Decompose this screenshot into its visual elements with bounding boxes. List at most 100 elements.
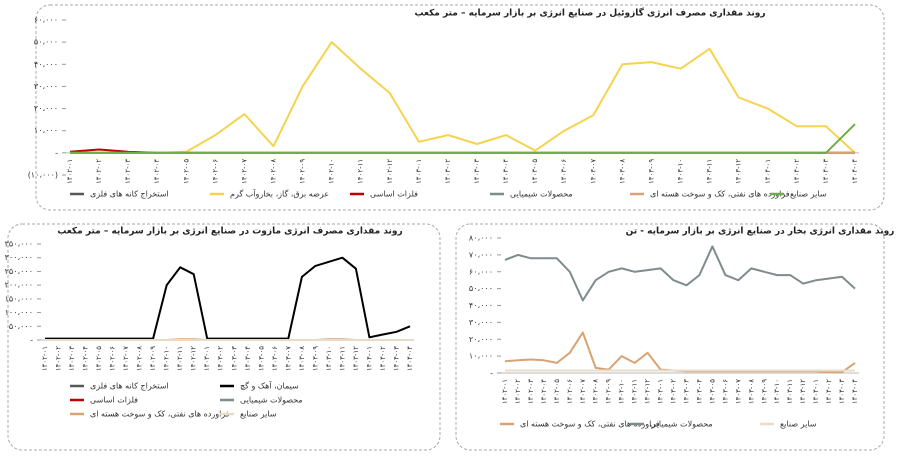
y-tick-label: ۶۰،۰۰۰ — [34, 16, 58, 25]
y-tick-label: ۳۰۰،۰۰۰ — [5, 253, 33, 262]
legend-label: فراورده های نفتی، کک و سوخت هسته ای — [520, 420, 660, 429]
y-tick-label: ۵۰،۰۰۰ — [469, 284, 493, 293]
x-tick-label: ۱۴۰۴-۰۱ — [365, 346, 373, 371]
panel — [455, 223, 885, 451]
panel — [7, 223, 441, 451]
x-tick-label: ۱۴۰۳-۰۱ — [657, 379, 665, 404]
x-tick-label: ۱۴۰۳-۰۲ — [670, 379, 678, 404]
y-tick-label: ۶۰،۰۰۰ — [469, 267, 493, 276]
x-tick-label: ۱۴۰۳-۰۶ — [271, 346, 279, 371]
x-tick-label: ۱۴۰۲-۰۴ — [540, 379, 548, 404]
x-tick-label: ۱۴۰۲-۱۱ — [176, 346, 184, 371]
x-tick-label: ۱۴۰۲-۰۶ — [211, 159, 219, 184]
x-tick-label: ۱۴۰۳-۰۷ — [589, 159, 597, 184]
x-tick-label: ۱۴۰۲-۰۶ — [109, 346, 117, 371]
y-tick-label: ۲۵۰،۰۰۰ — [5, 267, 33, 276]
y-tick-label: ۸۰،۰۰۰ — [469, 234, 493, 243]
x-tick-label: ۱۴۰۳-۱۰ — [325, 346, 333, 371]
legend-label: محصولات شیمیایی — [510, 190, 573, 199]
y-tick-label: ۱۰،۰۰۰ — [469, 352, 493, 361]
legend-label: سایر صنایع — [240, 410, 277, 419]
x-tick-label: ۱۴۰۲-۰۱ — [41, 346, 49, 371]
series-line — [504, 245, 856, 302]
y-tick-label: ۴۰،۰۰۰ — [34, 60, 58, 69]
x-tick-label: ۱۴۰۲-۰۹ — [299, 159, 307, 184]
x-tick-label: ۱۴۰۳-۰۸ — [618, 159, 626, 184]
x-tick-label: ۱۴۰۲-۰۸ — [136, 346, 144, 371]
x-tick-label: ۱۴۰۳-۰۲ — [444, 159, 452, 184]
y-tick-label: ۵۰،۰۰۰ — [34, 38, 58, 47]
x-tick-label: ۱۴۰۳-۱۰ — [773, 379, 781, 404]
x-tick-label: ۱۴۰۳-۰۳ — [230, 346, 238, 371]
x-tick-label: ۱۴۰۴-۰۲ — [793, 159, 801, 184]
legend-label: فلزات اساسی — [370, 190, 418, 199]
y-tick-label: (۱۰،۰۰۰) — [28, 171, 58, 180]
y-tick-label: ۲۰،۰۰۰ — [469, 335, 493, 344]
chart-title: روند مقداری مصرف انرژی گازوئیل در صنایع … — [414, 7, 765, 19]
x-tick-label: ۱۴۰۴-۰۱ — [812, 379, 820, 404]
x-tick-label: ۱۴۰۴-۰۳ — [392, 346, 400, 371]
x-tick-label: ۱۴۰۴-۰۳ — [838, 379, 846, 404]
x-tick-label: ۱۴۰۳-۰۷ — [734, 379, 742, 404]
y-tick-label: ۲۰،۰۰۰ — [34, 104, 58, 113]
x-tick-label: ۱۴۰۳-۱۲ — [799, 379, 807, 404]
x-tick-label: ۱۴۰۲-۱۲ — [190, 346, 198, 371]
x-tick-label: ۱۴۰۲-۰۳ — [527, 379, 535, 404]
x-tick-label: ۱۴۰۳-۰۲ — [217, 346, 225, 371]
legend-label: سایر صنایع — [790, 190, 827, 199]
x-tick-label: ۱۴۰۲-۰۱ — [66, 159, 74, 184]
x-tick-label: ۱۴۰۳-۰۵ — [531, 159, 539, 184]
x-tick-label: ۱۴۰۳-۰۹ — [760, 379, 768, 404]
x-tick-label: ۱۴۰۲-۰۵ — [553, 379, 561, 404]
legend-label: سیمان، آهک و گچ — [240, 381, 299, 391]
y-tick-label: ۳۰،۰۰۰ — [469, 318, 493, 327]
x-tick-label: ۱۴۰۲-۰۲ — [55, 346, 63, 371]
x-tick-label: ۱۴۰۳-۰۵ — [708, 379, 716, 404]
x-tick-label: ۱۴۰۳-۰۴ — [244, 346, 252, 371]
y-tick-label: ۲۰۰،۰۰۰ — [5, 281, 33, 290]
x-tick-label: ۱۴۰۲-۱۰ — [163, 346, 171, 371]
x-tick-label: ۱۴۰۲-۰۲ — [514, 379, 522, 404]
y-tick-label: - — [55, 148, 58, 157]
x-tick-label: ۱۴۰۲-۰۲ — [95, 159, 103, 184]
y-tick-label: ۱۵۰،۰۰۰ — [5, 294, 33, 303]
x-tick-label: ۱۴۰۳-۰۳ — [473, 159, 481, 184]
x-tick-label: ۱۴۰۴-۰۴ — [851, 159, 859, 184]
y-tick-label: ۴۰،۰۰۰ — [469, 301, 493, 310]
y-tick-label: ۳۰،۰۰۰ — [34, 82, 58, 91]
legend-label: فلزات اساسی — [90, 396, 138, 405]
x-tick-label: ۱۴۰۴-۰۳ — [822, 159, 830, 184]
legend-label: عرضه برق، گاز، بخاروآب گرم — [230, 189, 329, 199]
x-tick-label: ۱۴۰۲-۰۸ — [270, 159, 278, 184]
x-tick-label: ۱۴۰۲-۰۱ — [501, 379, 509, 404]
x-tick-label: ۱۴۰۲-۰۶ — [566, 379, 574, 404]
x-tick-label: ۱۴۰۳-۰۸ — [747, 379, 755, 404]
panel — [35, 4, 885, 211]
x-tick-label: ۱۴۰۲-۰۷ — [240, 159, 248, 184]
x-tick-label: ۱۴۰۴-۰۱ — [764, 159, 772, 184]
x-tick-label: ۱۴۰۲-۰۹ — [605, 379, 613, 404]
chart-title: روند مقداری انرژی بخار در صنایع انرژی بر… — [626, 227, 895, 237]
x-tick-label: ۱۴۰۳-۱۲ — [352, 346, 360, 371]
x-tick-label: ۱۴۰۲-۱۲ — [386, 159, 394, 184]
x-tick-label: ۱۴۰۳-۰۵ — [257, 346, 265, 371]
series-line — [70, 41, 856, 154]
x-tick-label: ۱۴۰۳-۰۶ — [721, 379, 729, 404]
x-tick-label: ۱۴۰۳-۰۹ — [647, 159, 655, 184]
x-tick-label: ۱۴۰۴-۰۲ — [825, 379, 833, 404]
x-tick-label: ۱۴۰۳-۰۹ — [311, 346, 319, 371]
x-tick-label: ۱۴۰۲-۱۱ — [357, 159, 365, 184]
x-tick-label: ۱۴۰۳-۰۳ — [682, 379, 690, 404]
legend-label: محصولات شیمیایی — [240, 396, 303, 405]
x-tick-label: ۱۴۰۲-۱۲ — [644, 379, 652, 404]
x-tick-label: ۱۴۰۳-۱۰ — [677, 159, 685, 184]
x-tick-label: ۱۴۰۳-۰۱ — [415, 159, 423, 184]
x-tick-label: ۱۴۰۳-۰۱ — [203, 346, 211, 371]
series-line — [70, 123, 856, 154]
y-tick-label: ۱۰،۰۰۰ — [34, 126, 58, 135]
y-tick-label: ۵۰،۰۰۰ — [9, 322, 33, 331]
series-line — [45, 256, 411, 340]
x-tick-label: ۱۴۰۴-۰۴ — [406, 346, 414, 371]
legend-label: فراورده های نفتی، کک و سوخت هسته ای — [90, 410, 230, 419]
